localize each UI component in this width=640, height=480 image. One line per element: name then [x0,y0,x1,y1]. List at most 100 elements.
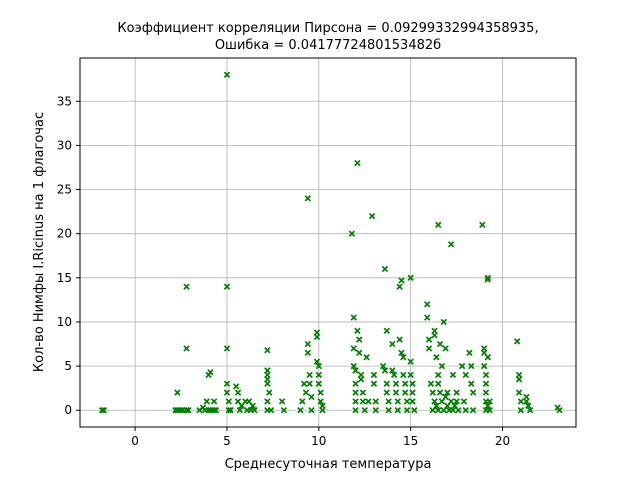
data-point-marker [177,407,185,414]
x-tick-label: 0 [131,434,139,448]
data-point-marker [383,380,390,387]
data-point-marker [317,398,324,405]
data-point-marker [389,367,396,374]
data-point-marker [425,336,433,343]
data-point-marker [264,346,271,354]
data-point-marker [458,362,466,370]
data-point-marker [299,398,306,405]
y-tick-label: 15 [57,271,72,285]
data-point-marker [361,407,368,414]
data-point-marker [514,338,521,345]
data-point-marker [403,398,411,405]
data-point-marker [447,241,455,248]
data-point-marker [306,380,313,387]
data-point-marker [315,371,323,379]
data-point-marker [317,389,324,396]
data-point-marker [98,407,106,414]
data-point-marker [515,376,523,383]
data-point-marker [300,380,308,387]
data-point-marker [449,407,457,414]
data-point-marker [381,367,389,374]
data-point-marker [468,380,475,387]
y-tick-label: 5 [64,359,72,373]
chart-title-line1: Коэффициент корреляции Пирсона = 0.09299… [117,21,538,36]
y-tick-label: 30 [57,138,72,152]
y-axis-label: Кол-во Нимфы I.Ricinus на 1 флагочас [32,112,47,372]
data-point-marker [354,159,361,167]
data-point-marker [435,380,442,387]
data-point-marker [431,331,438,339]
data-point-marker [453,389,460,396]
data-point-marker [368,212,376,220]
data-point-marker [453,398,460,405]
data-point-marker [308,407,315,414]
data-point-marker [526,407,534,414]
data-point-marker [407,358,414,365]
data-point-marker [267,407,275,414]
data-point-marker [396,336,403,343]
data-point-marker [442,393,449,401]
data-point-marker [352,398,359,405]
data-point-marker [223,71,231,78]
grid-lines [80,58,576,427]
data-point-marker [392,380,400,387]
data-points [98,71,563,414]
data-point-marker [297,407,304,414]
y-tick-label: 10 [57,315,72,329]
data-point-marker [223,345,231,352]
data-point-marker [359,398,367,405]
x-tick-label: 5 [223,434,231,448]
data-point-marker [234,389,242,396]
data-point-marker [556,407,563,414]
data-point-marker [319,402,326,410]
data-point-marker [304,340,311,348]
data-point-marker [315,362,323,370]
data-point-marker [315,380,323,387]
data-point-marker [354,327,361,334]
data-point-marker [174,389,181,396]
data-point-marker [392,389,400,396]
chart-title-line2: Ошибка = 0.0417772480153482б [215,38,441,53]
data-point-marker [210,398,218,405]
data-point-marker [232,383,240,390]
y-tick-label: 35 [57,94,72,108]
data-point-marker [372,398,379,405]
data-point-marker [435,371,442,379]
data-point-marker [401,389,409,396]
data-point-marker [400,371,407,379]
data-point-marker [203,398,210,405]
data-point-marker [479,221,486,229]
data-point-marker [185,407,192,414]
data-point-marker [423,301,431,308]
data-point-marker [381,265,389,273]
data-point-marker [468,362,475,370]
data-point-marker [183,407,190,414]
x-tick-label: 20 [495,434,510,448]
data-point-marker [484,274,492,282]
y-axis-ticks: 0 5 10 15 20 25 30 35 [57,94,80,417]
data-point-marker [449,371,457,379]
data-point-marker [383,327,390,334]
data-point-marker [436,340,444,348]
data-point-marker [435,221,442,229]
x-axis-ticks: 0 5 10 15 20 [131,427,510,448]
data-point-marker [403,407,411,414]
data-point-marker [427,380,435,387]
data-point-marker [484,276,492,283]
data-point-marker [313,358,321,365]
data-point-marker [356,336,363,343]
data-point-marker [423,314,431,321]
data-point-marker [433,354,440,361]
plot-area-frame [79,57,577,428]
data-point-marker [359,389,367,396]
data-point-marker [372,407,379,414]
data-point-marker [390,371,398,379]
data-point-marker [411,407,418,414]
data-point-marker [407,274,414,282]
data-point-marker [440,318,447,326]
data-point-marker [482,380,490,387]
data-point-marker [389,340,396,348]
data-point-marker [223,389,231,396]
data-point-marker [264,398,271,405]
